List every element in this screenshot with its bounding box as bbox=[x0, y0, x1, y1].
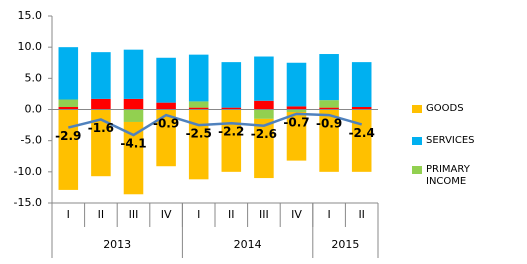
bar-segment bbox=[319, 100, 339, 108]
bar-segment bbox=[58, 109, 79, 190]
bar-segment bbox=[156, 109, 176, 167]
group-label: 2013 bbox=[103, 238, 131, 251]
x-tick-label: III bbox=[129, 208, 139, 221]
bar-segment bbox=[58, 47, 79, 100]
group-label: 2014 bbox=[234, 238, 262, 251]
legend-swatch bbox=[412, 166, 422, 174]
bar-segment bbox=[286, 111, 307, 161]
y-tick-label: 15.0 bbox=[18, 9, 43, 22]
data-label: -2.6 bbox=[251, 127, 277, 141]
bar-segment bbox=[58, 99, 79, 108]
bar-segment bbox=[123, 49, 144, 99]
bar-segment bbox=[91, 52, 111, 99]
bar-segment bbox=[254, 109, 274, 119]
bar-segment bbox=[221, 62, 242, 108]
y-tick-label: 5.0 bbox=[25, 71, 43, 84]
bar-segment bbox=[351, 107, 372, 110]
legend-item: GOODS bbox=[412, 103, 486, 115]
bar-segment bbox=[351, 62, 372, 108]
x-tick-label: II bbox=[98, 208, 105, 221]
bar-segment bbox=[58, 107, 79, 110]
x-tick-label: I bbox=[197, 208, 200, 221]
x-tick-label: I bbox=[327, 208, 330, 221]
bar-segment bbox=[123, 121, 144, 195]
data-label: -4.1 bbox=[120, 137, 146, 151]
bar-segment bbox=[188, 54, 209, 102]
x-tick-label: IV bbox=[161, 208, 172, 221]
data-label: -2.4 bbox=[349, 126, 375, 140]
legend-swatch bbox=[412, 105, 422, 113]
x-tick-label: IV bbox=[291, 208, 302, 221]
bar-segment bbox=[319, 109, 339, 172]
line-series bbox=[67, 112, 363, 137]
bar-segment bbox=[123, 98, 144, 110]
bar-segment bbox=[286, 62, 307, 107]
legend-label: PRIMARY INCOME bbox=[426, 164, 470, 187]
data-label: -1.6 bbox=[88, 121, 114, 135]
bar-segment bbox=[286, 106, 307, 110]
bar-segment bbox=[91, 98, 111, 110]
bar-segment bbox=[156, 57, 176, 103]
x-tick-label: III bbox=[259, 208, 269, 221]
bar-segment bbox=[188, 107, 209, 110]
data-label: -0.9 bbox=[153, 117, 179, 131]
data-label: -2.5 bbox=[186, 127, 212, 141]
bar-segment bbox=[123, 109, 144, 122]
data-label: -0.9 bbox=[316, 117, 342, 131]
y-tick-label: -15.0 bbox=[14, 196, 42, 209]
y-tick-label: -10.0 bbox=[14, 165, 42, 178]
legend-label: GOODS bbox=[426, 103, 464, 114]
x-tick-label: II bbox=[228, 208, 235, 221]
bar-segment bbox=[286, 109, 307, 112]
legend-swatch bbox=[412, 137, 422, 145]
bar-segment bbox=[188, 101, 209, 108]
legend-label: SERVICES bbox=[426, 135, 475, 146]
data-label: -2.9 bbox=[55, 129, 81, 143]
group-label: 2015 bbox=[331, 238, 359, 251]
legend-item: SERVICES bbox=[412, 135, 486, 147]
legend-item: PRIMARY INCOME bbox=[412, 164, 486, 188]
bar-segment bbox=[91, 109, 111, 177]
bar-segment bbox=[156, 102, 176, 110]
bar-segment bbox=[319, 54, 339, 101]
y-tick-label: 10.0 bbox=[18, 40, 43, 53]
bar-segment bbox=[254, 100, 274, 110]
bar-segment bbox=[188, 109, 209, 180]
bar-segment bbox=[221, 109, 242, 172]
data-label: -2.2 bbox=[218, 125, 244, 139]
x-tick-label: I bbox=[67, 208, 70, 221]
y-tick-label: 0.0 bbox=[25, 103, 43, 116]
data-label: -0.7 bbox=[283, 115, 309, 129]
bar-segment bbox=[254, 118, 274, 179]
bar-segment bbox=[221, 107, 242, 110]
y-tick-label: -5.0 bbox=[21, 134, 42, 147]
bar-segment bbox=[351, 109, 372, 172]
bar-segment bbox=[254, 56, 274, 101]
x-tick-label: II bbox=[358, 208, 365, 221]
bar-segment bbox=[319, 107, 339, 110]
